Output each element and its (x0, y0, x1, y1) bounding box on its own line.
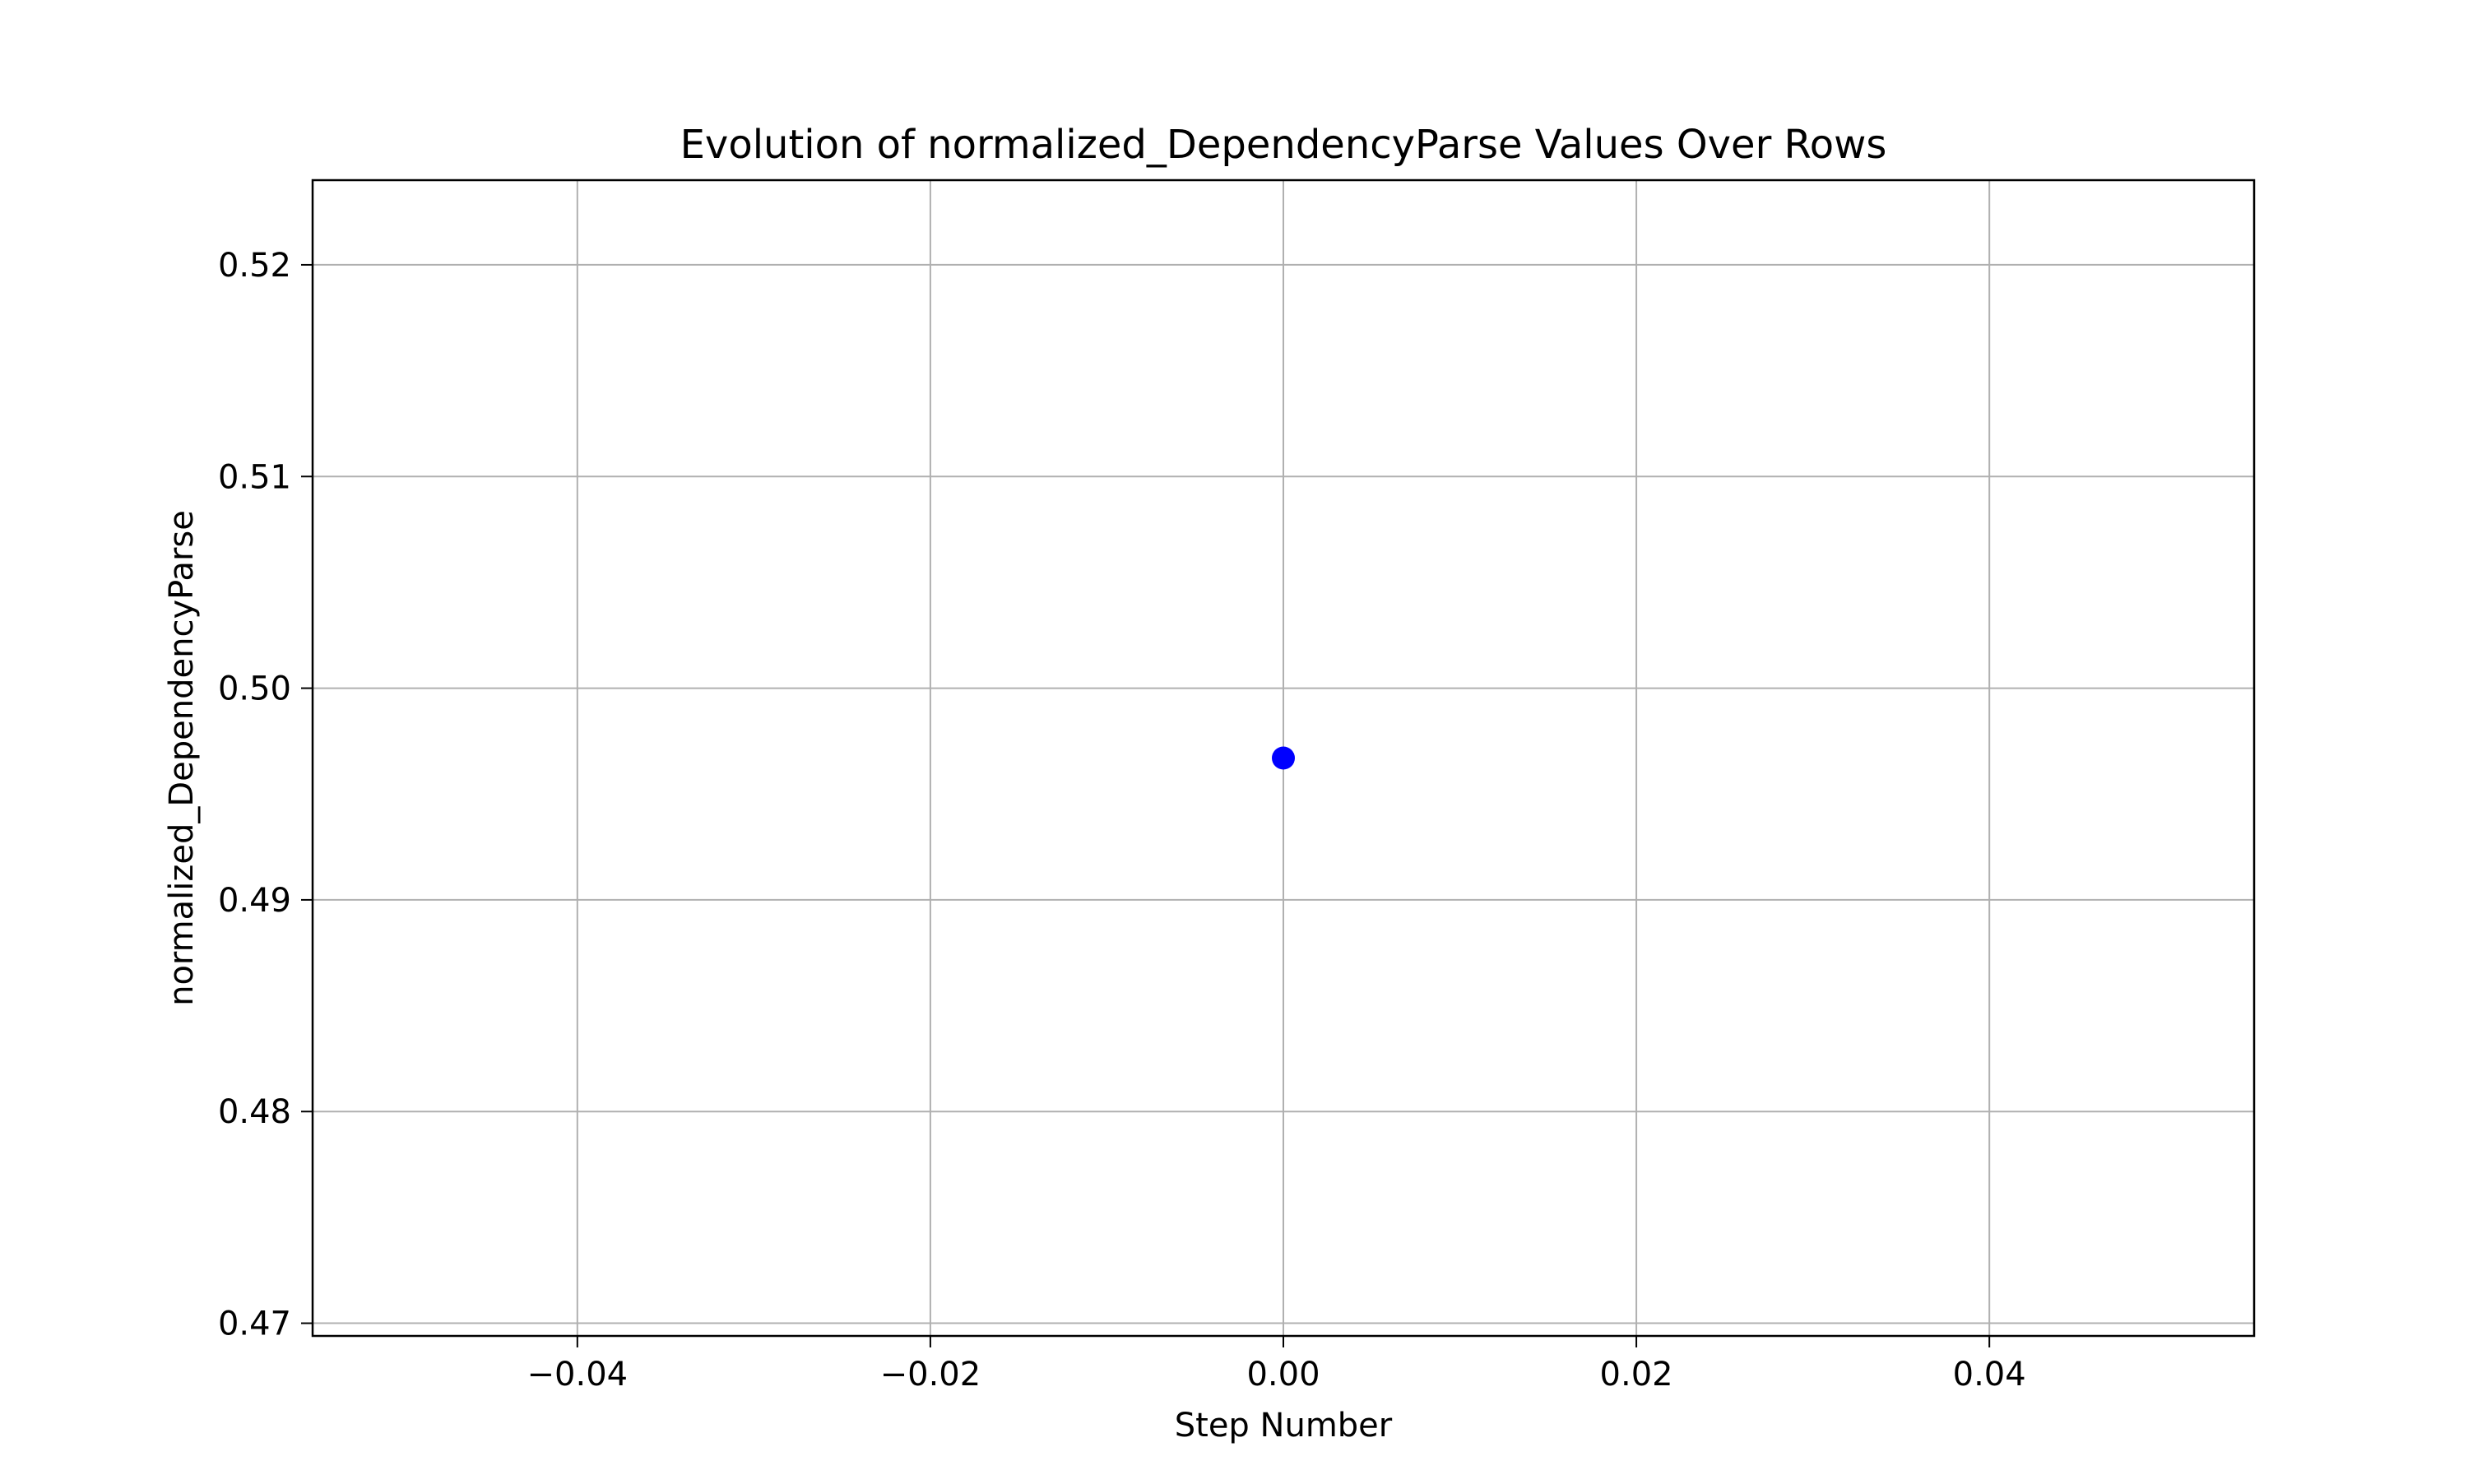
x-tick-label: 0.00 (1246, 1356, 1320, 1394)
x-tick-label: −0.02 (880, 1356, 981, 1394)
y-tick-label: 0.50 (218, 670, 291, 708)
x-axis-label: Step Number (1175, 1407, 1393, 1445)
data-point (1272, 746, 1295, 770)
y-tick-label: 0.47 (218, 1305, 291, 1343)
y-tick-label: 0.48 (218, 1093, 291, 1131)
y-tick-label: 0.51 (218, 458, 291, 496)
x-tick-label: 0.04 (1953, 1356, 2026, 1394)
x-tick-label: 0.02 (1600, 1356, 1673, 1394)
grid-layer (313, 180, 2254, 1336)
y-tick-label: 0.52 (218, 247, 291, 285)
chart-title: Evolution of normalized_DependencyParse … (680, 122, 1887, 168)
data-points (1272, 746, 1295, 770)
y-tick-label: 0.49 (218, 882, 291, 920)
y-axis-label: normalized_DependencyParse (163, 510, 201, 1006)
ticks-layer: −0.04 −0.02 0.00 0.02 0.04 0.47 0.48 0.49 0.50 0.… (218, 247, 2026, 1394)
x-tick-label: −0.04 (527, 1356, 629, 1394)
